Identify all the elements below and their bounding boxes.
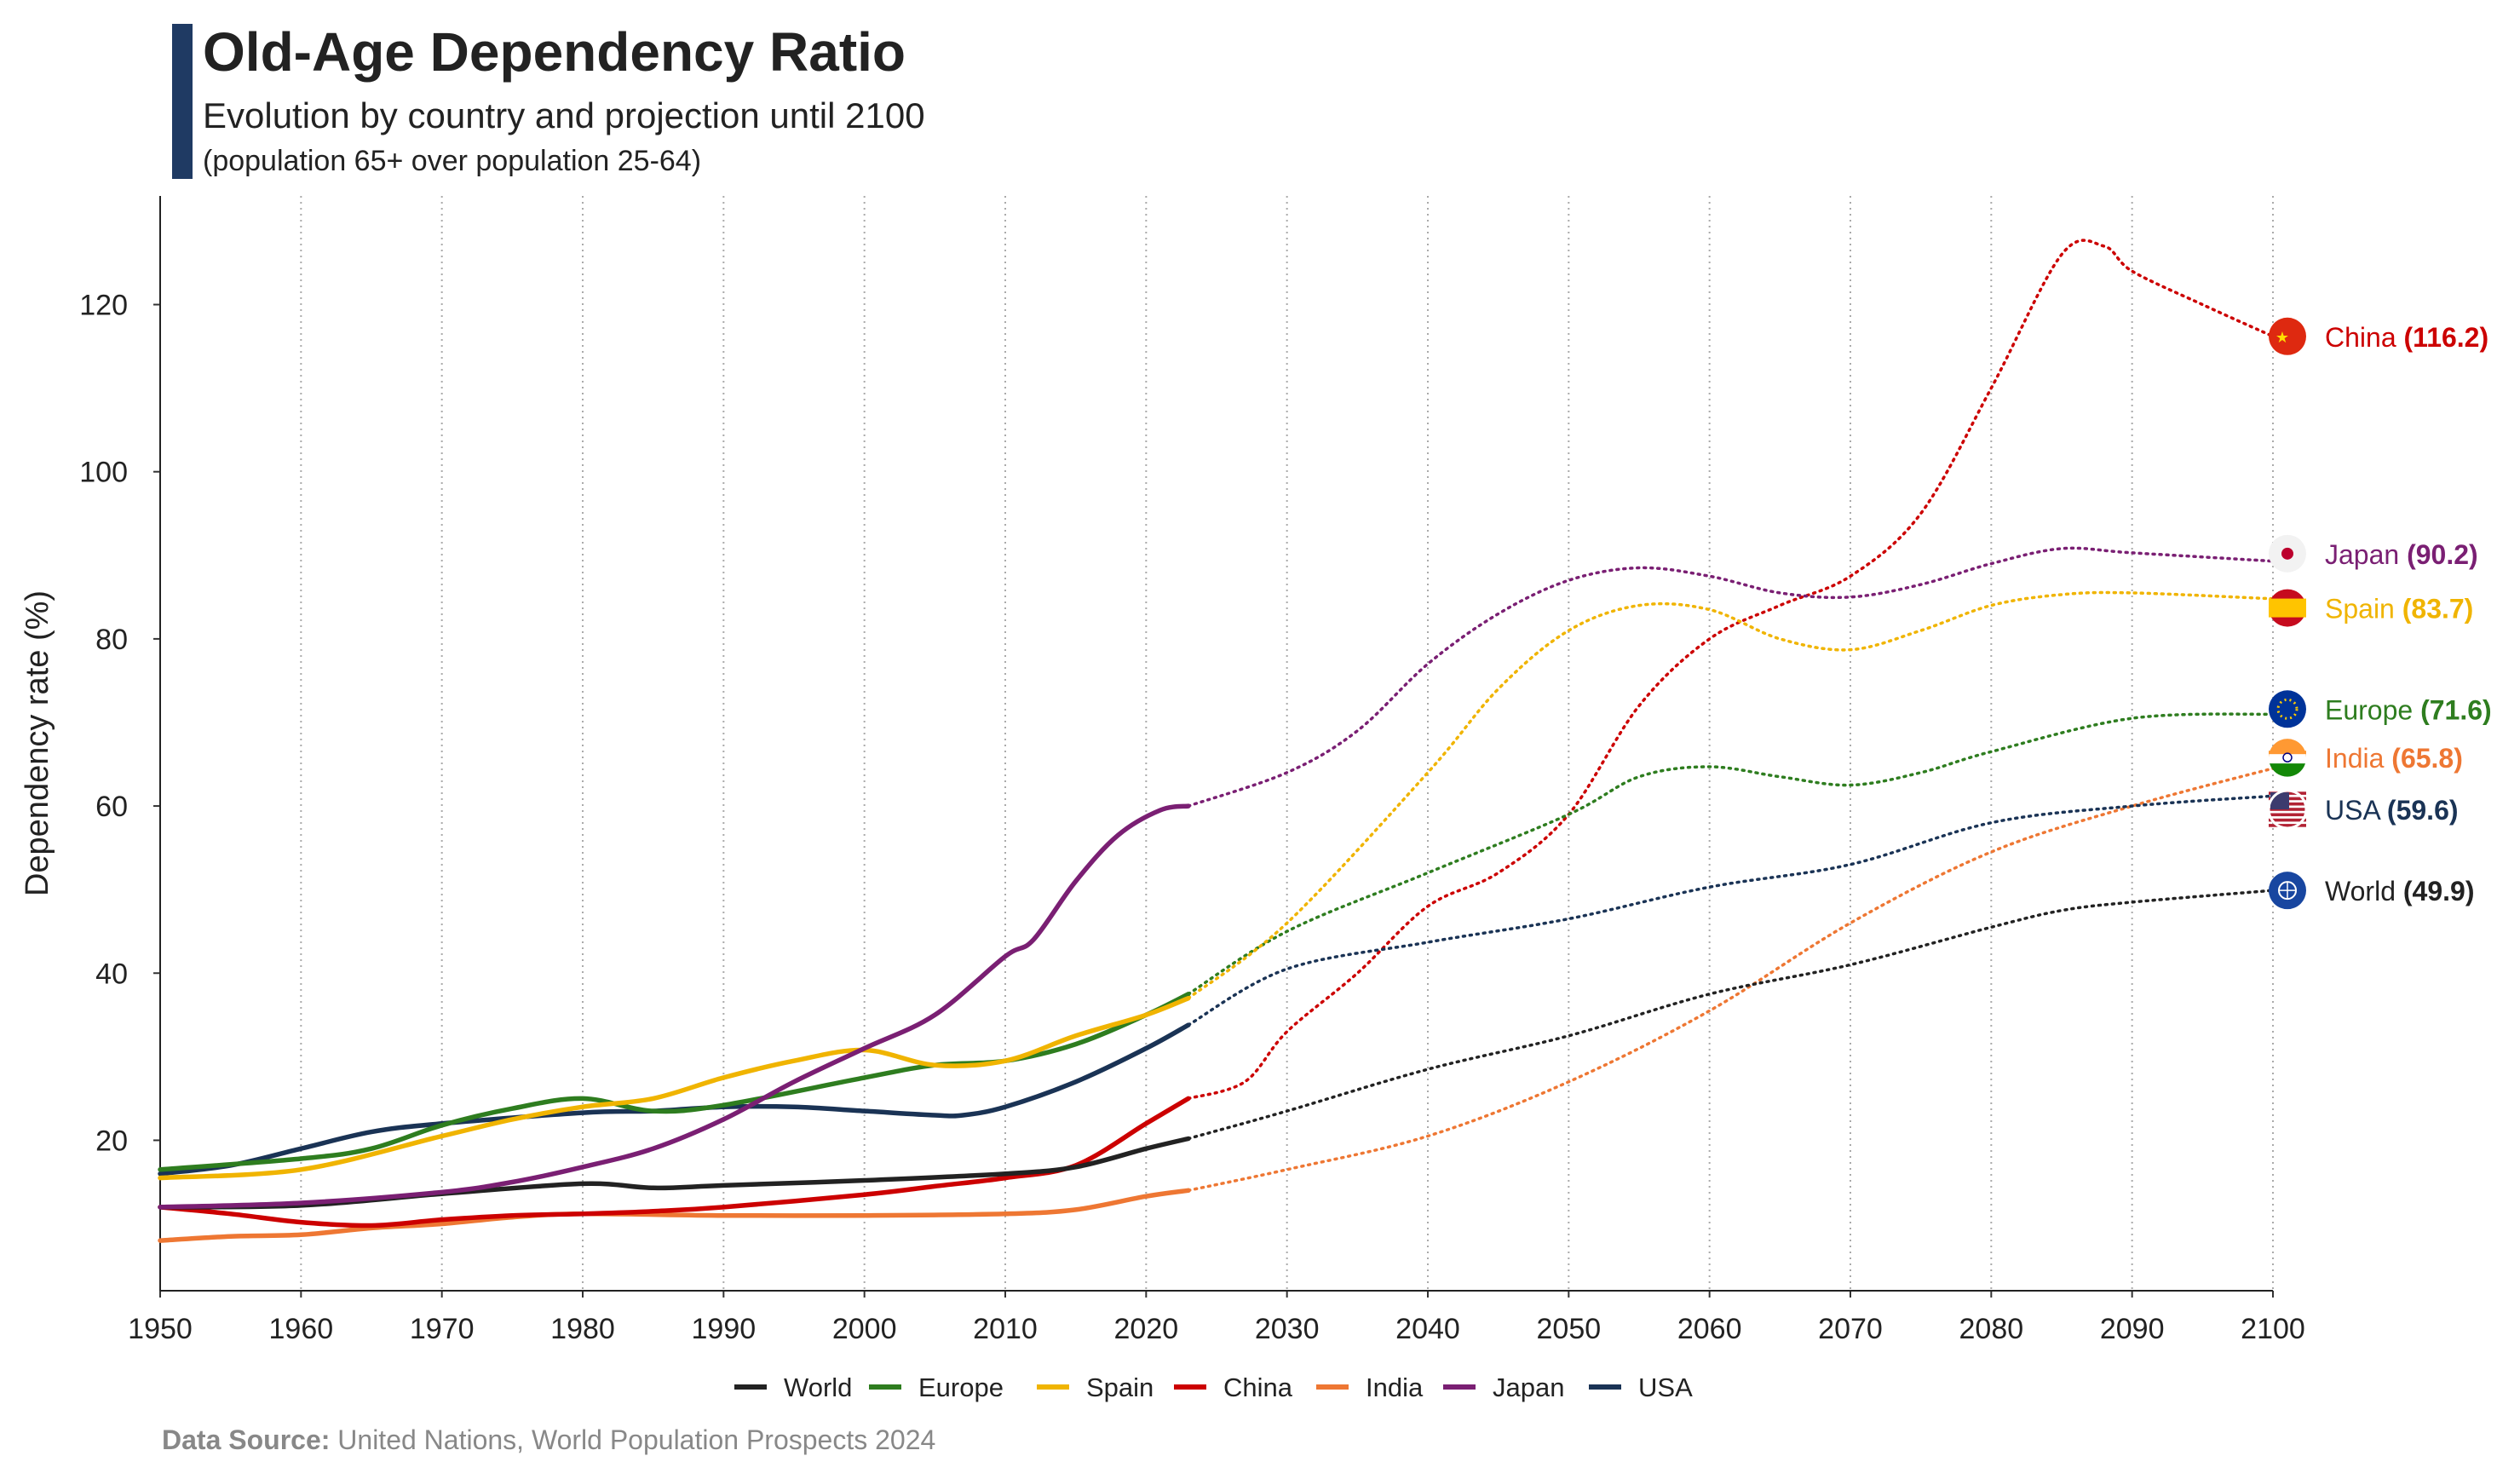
x-tick-label: 1950 (128, 1313, 193, 1345)
x-tick-label: 2040 (1395, 1313, 1460, 1345)
x-tick-label: 2100 (2241, 1313, 2305, 1345)
legend-item-china: China (1174, 1373, 1293, 1402)
legend-item-europe: Europe (869, 1373, 1004, 1402)
series-projection-usa (1187, 794, 2275, 1027)
china-flag-icon: ★ (2269, 317, 2306, 355)
y-tick-label: 120 (79, 290, 128, 322)
series-line-india (158, 1188, 1191, 1243)
y-tick-label: 100 (79, 457, 128, 489)
legend: World Europe Spain China India Japan USA (734, 1373, 1693, 1402)
series-line-world (158, 1136, 1191, 1210)
chart-note: (population 65+ over population 25-64) (203, 145, 702, 177)
chart-subtitle: Evolution by country and projection unti… (203, 95, 925, 135)
end-label-india: India (65.8) (2325, 743, 2463, 774)
axes: 1950 1960 1970 1980 1990 2000 2010 2020 2030 2040… (20, 196, 2305, 1345)
source-label: Data Source: (162, 1424, 331, 1455)
data-source: Data Source: United Nations, World Popul… (162, 1424, 935, 1456)
legend-item-world: World (734, 1373, 852, 1402)
x-tick-label: 2070 (1818, 1313, 1883, 1345)
end-label-usa: USA (59.6) (2325, 795, 2459, 826)
end-label-china: China (116.2) (2325, 322, 2488, 353)
title-accent-bar (172, 24, 193, 179)
usa-flag-icon (2267, 789, 2308, 830)
chart-title: Old-Age Dependency Ratio (203, 21, 906, 83)
y-tick-label: 80 (95, 624, 128, 656)
japan-flag-icon (2269, 534, 2306, 573)
legend-label: Japan (1493, 1373, 1564, 1402)
india-flag-icon (2269, 739, 2306, 777)
legend-label: China (1223, 1373, 1293, 1402)
end-label-europe: Europe (71.6) (2325, 694, 2492, 725)
eu-flag-icon (2269, 690, 2306, 728)
end-label-world: World (49.9) (2325, 876, 2474, 906)
x-tick-label: 2020 (1114, 1313, 1179, 1345)
x-tick-label: 2080 (1959, 1313, 2024, 1345)
series-lines (158, 239, 2275, 1243)
end-label-japan: Japan (90.2) (2325, 539, 2478, 570)
series-projection-world (1187, 889, 2275, 1141)
legend-label: World (784, 1373, 852, 1402)
end-label-spain: Spain (83.7) (2325, 594, 2473, 624)
svg-text:★: ★ (2275, 329, 2289, 346)
legend-item-india: India (1316, 1373, 1424, 1402)
legend-item-japan: Japan (1443, 1373, 1564, 1402)
series-line-spain (158, 995, 1191, 1181)
x-tick-label: 2030 (1255, 1313, 1320, 1345)
spain-flag-icon (2269, 589, 2306, 627)
x-tick-label: 2000 (832, 1313, 897, 1345)
y-tick-label: 20 (95, 1125, 128, 1157)
x-tick-label: 2060 (1677, 1313, 1742, 1345)
series-projection-china (1187, 239, 2275, 1101)
series-line-japan (158, 803, 1191, 1210)
legend-label: Europe (918, 1373, 1004, 1402)
y-tick-label: 40 (95, 958, 128, 990)
x-tick-label: 2050 (1537, 1313, 1602, 1345)
legend-label: USA (1638, 1373, 1693, 1402)
legend-label: India (1366, 1373, 1424, 1402)
series-projection-spain (1187, 590, 2275, 1000)
series-projection-japan (1187, 546, 2275, 808)
grid-lines (300, 196, 2274, 1291)
x-tick-label: 2090 (2100, 1313, 2165, 1345)
un-flag-icon (2269, 872, 2306, 910)
x-tick-label: 1980 (550, 1313, 615, 1345)
y-axis-label: Dependency rate (%) (20, 590, 55, 896)
x-tick-label: 1970 (410, 1313, 475, 1345)
series-projection-india (1187, 767, 2275, 1193)
source-text: United Nations, World Population Prospec… (337, 1424, 936, 1455)
x-tick-label: 2010 (973, 1313, 1038, 1345)
end-labels: World (49.9) Europe (71.6) Spain (83.7) ★ Ch… (2267, 317, 2492, 910)
y-tick-label: 60 (95, 791, 128, 823)
legend-item-usa: USA (1589, 1373, 1693, 1402)
legend-label: Spain (1086, 1373, 1154, 1402)
legend-item-spain: Spain (1037, 1373, 1154, 1402)
series-line-usa (158, 1022, 1191, 1177)
series-line-europe (158, 992, 1191, 1172)
series-projection-europe (1187, 712, 2275, 996)
x-tick-label: 1960 (269, 1313, 334, 1345)
x-tick-label: 1990 (692, 1313, 757, 1345)
